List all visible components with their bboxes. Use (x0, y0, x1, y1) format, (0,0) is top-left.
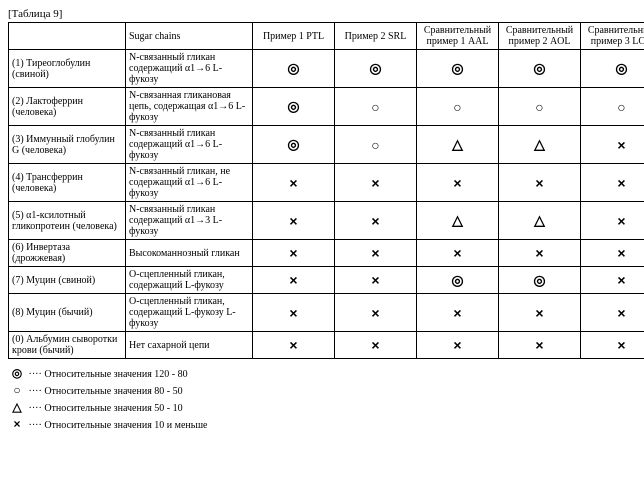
sugar-chain: Высокоманнозный гликан (126, 240, 253, 267)
sugar-chain: N-связанный гликан содержащий α1→6 L-фук… (126, 50, 253, 88)
sugar-chain: N-связанный гликан, не содержащий α1→6 L… (126, 164, 253, 202)
legend-text: Относительные значения 80 - 50 (44, 386, 182, 397)
legend-text: Относительные значения 50 - 10 (44, 403, 182, 414)
value-cell: × (499, 294, 581, 332)
value-cell: × (253, 164, 335, 202)
legend-dots: ···· (29, 420, 42, 431)
value-cell: × (581, 202, 644, 240)
legend-row: × ···· Относительные значения 10 и меньш… (8, 416, 636, 433)
value-cell: × (335, 240, 417, 267)
value-cell: × (499, 240, 581, 267)
value-cell: ◎ (417, 267, 499, 294)
value-cell: × (581, 267, 644, 294)
value-cell: × (335, 294, 417, 332)
header-c3: Сравнительный пример 1 AAL (417, 23, 499, 50)
legend-dots: ···· (29, 403, 42, 414)
value-cell: ◎ (499, 267, 581, 294)
table-row: (0) Альбумин сыворотки крови (бычий)Нет … (9, 332, 644, 359)
value-cell: △ (499, 202, 581, 240)
value-cell: × (417, 240, 499, 267)
table-row: (8) Муцин (бычий)O-сцепленный гликан, со… (9, 294, 644, 332)
value-cell: ◎ (335, 50, 417, 88)
sugar-chain: N-связанный гликан содержащий α1→6 L-фук… (126, 126, 253, 164)
row-label: (2) Лактоферрин (человека) (9, 88, 126, 126)
value-cell: × (253, 294, 335, 332)
legend-dots: ···· (29, 369, 42, 380)
table-row: (6) Инвертаза (дрожжевая)Высокоманнозный… (9, 240, 644, 267)
header-c5: Сравнительный пример 3 LCA (581, 23, 644, 50)
legend-row: ○ ···· Относительные значения 80 - 50 (8, 382, 636, 399)
header-c4: Сравнительный пример 2 AOL (499, 23, 581, 50)
value-cell: × (335, 267, 417, 294)
row-label: (3) Иммунный глобулин G (человека) (9, 126, 126, 164)
value-cell: × (581, 164, 644, 202)
legend-symbol: ◎ (8, 365, 26, 382)
legend-symbol: ○ (8, 382, 26, 399)
header-blank (9, 23, 126, 50)
sugar-chain: N-связанная гликановая цепь, содержащая … (126, 88, 253, 126)
value-cell: × (581, 240, 644, 267)
value-cell: △ (417, 126, 499, 164)
table-row: (2) Лактоферрин (человека)N-связанная гл… (9, 88, 644, 126)
sugar-chain: O-сцепленный гликан, содержащий L-фукозу (126, 267, 253, 294)
value-cell: × (253, 240, 335, 267)
row-label: (0) Альбумин сыворотки крови (бычий) (9, 332, 126, 359)
value-cell: ◎ (581, 50, 644, 88)
value-cell: × (335, 202, 417, 240)
row-label: (5) α1-ксилотный гликопротеин (человека) (9, 202, 126, 240)
value-cell: × (499, 332, 581, 359)
value-cell: ○ (581, 88, 644, 126)
table-row: (1) Тиреоглобулин (свиной)N-связанный гл… (9, 50, 644, 88)
row-label: (8) Муцин (бычий) (9, 294, 126, 332)
row-label: (4) Трансферрин (человека) (9, 164, 126, 202)
value-cell: × (417, 164, 499, 202)
sugar-chain: Нет сахарной цепи (126, 332, 253, 359)
value-cell: ○ (335, 126, 417, 164)
value-cell: × (417, 332, 499, 359)
legend-row: ◎ ···· Относительные значения 120 - 80 (8, 365, 636, 382)
value-cell: ○ (335, 88, 417, 126)
row-label: (6) Инвертаза (дрожжевая) (9, 240, 126, 267)
value-cell: △ (499, 126, 581, 164)
row-label: (1) Тиреоглобулин (свиной) (9, 50, 126, 88)
value-cell: × (253, 202, 335, 240)
value-cell: △ (417, 202, 499, 240)
legend-dots: ···· (29, 386, 42, 397)
table-row: (5) α1-ксилотный гликопротеин (человека)… (9, 202, 644, 240)
legend-symbol: × (8, 416, 26, 433)
value-cell: ◎ (253, 50, 335, 88)
value-cell: ◎ (499, 50, 581, 88)
table-row: (7) Муцин (свиной)O-сцепленный гликан, с… (9, 267, 644, 294)
header-c1: Пример 1 PTL (253, 23, 335, 50)
header-c2: Пример 2 SRL (335, 23, 417, 50)
value-cell: × (581, 126, 644, 164)
value-cell: × (253, 332, 335, 359)
value-cell: ◎ (253, 126, 335, 164)
table-caption: [Таблица 9] (8, 8, 636, 20)
value-cell: ◎ (253, 88, 335, 126)
legend-text: Относительные значения 120 - 80 (44, 369, 187, 380)
value-cell: × (335, 164, 417, 202)
data-table: Sugar chains Пример 1 PTL Пример 2 SRL С… (8, 22, 644, 359)
header-sugar: Sugar chains (126, 23, 253, 50)
value-cell: ○ (499, 88, 581, 126)
table-row: (4) Трансферрин (человека)N-связанный гл… (9, 164, 644, 202)
row-label: (7) Муцин (свиной) (9, 267, 126, 294)
value-cell: ◎ (417, 50, 499, 88)
legend-symbol: △ (8, 399, 26, 416)
value-cell: × (253, 267, 335, 294)
value-cell: × (417, 294, 499, 332)
value-cell: ○ (417, 88, 499, 126)
value-cell: × (499, 164, 581, 202)
sugar-chain: O-сцепленный гликан, содержащий L-фукозу… (126, 294, 253, 332)
legend: ◎ ···· Относительные значения 120 - 80 ○… (8, 365, 636, 433)
sugar-chain: N-связанный гликан содержащий α1→3 L-фук… (126, 202, 253, 240)
value-cell: × (581, 332, 644, 359)
legend-row: △ ···· Относительные значения 50 - 10 (8, 399, 636, 416)
value-cell: × (581, 294, 644, 332)
table-row: (3) Иммунный глобулин G (человека)N-связ… (9, 126, 644, 164)
legend-text: Относительные значения 10 и меньше (44, 420, 207, 431)
value-cell: × (335, 332, 417, 359)
